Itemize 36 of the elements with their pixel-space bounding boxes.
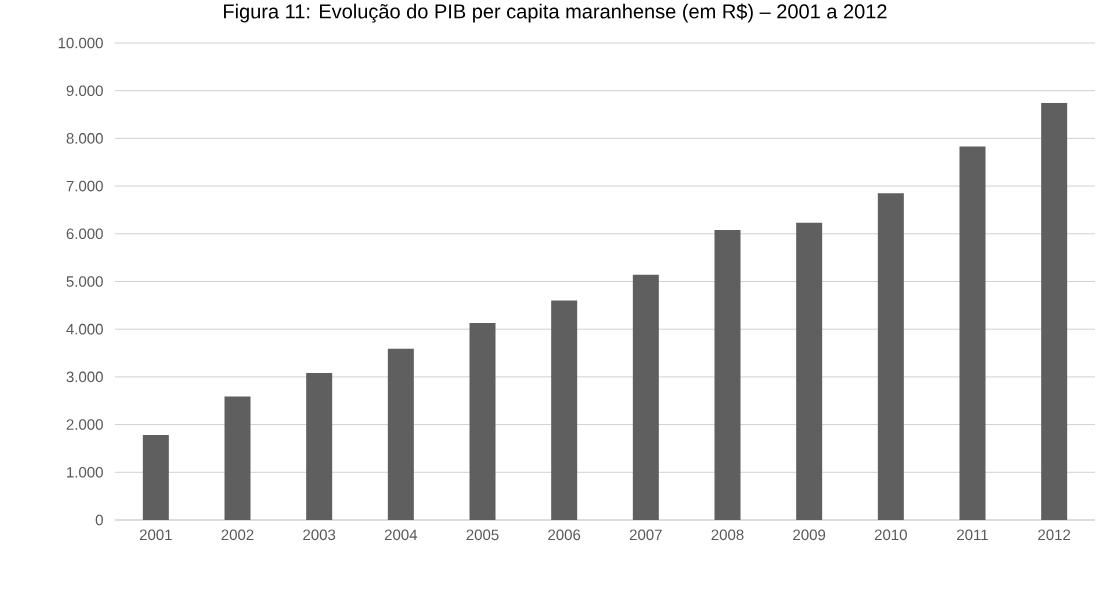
y-tick-label: 9.000 <box>66 85 103 96</box>
bar <box>387 348 414 520</box>
y-tick-label: 7.000 <box>66 180 103 192</box>
x-tick-label: 2003 <box>303 529 336 541</box>
x-tick-label: 2011 <box>957 529 988 541</box>
x-tick-label: 2001 <box>139 529 172 541</box>
y-tick-label: 0 <box>95 514 103 526</box>
bar <box>714 229 741 520</box>
y-tick-label: 10.000 <box>58 37 103 49</box>
bar <box>469 322 496 520</box>
bar <box>632 274 659 520</box>
bar <box>1041 103 1068 520</box>
x-tick-label: 2010 <box>874 529 907 541</box>
bar <box>551 300 578 520</box>
x-tick-label: 2007 <box>629 529 662 541</box>
x-tick-label: 2009 <box>793 529 826 541</box>
chart-title: Figura 11: Evolução do PIB per capita maranhense (em R$) – 2001 a 2012 <box>224 3 887 23</box>
bar <box>142 435 169 520</box>
bar <box>877 193 904 520</box>
y-tick-label: 8.000 <box>66 133 103 144</box>
x-tick-label: 2002 <box>221 529 254 541</box>
y-tick-label: 6.000 <box>66 228 103 240</box>
y-tick-label: 3.000 <box>66 371 103 383</box>
y-tick-label: 5.000 <box>66 276 103 287</box>
bar <box>224 396 251 520</box>
x-tick-label: 2005 <box>466 529 499 541</box>
y-tick-label: 1.000 <box>67 466 103 478</box>
x-tick-label: 2012 <box>1038 529 1071 541</box>
x-tick-label: 2004 <box>384 529 418 541</box>
x-tick-label: 2006 <box>548 529 581 541</box>
bar <box>306 373 333 520</box>
y-tick-label: 4.000 <box>66 323 103 335</box>
y-tick-label: 2.000 <box>66 419 103 430</box>
bar <box>796 222 823 520</box>
bar <box>959 146 986 520</box>
x-tick-label: 2008 <box>711 529 744 541</box>
